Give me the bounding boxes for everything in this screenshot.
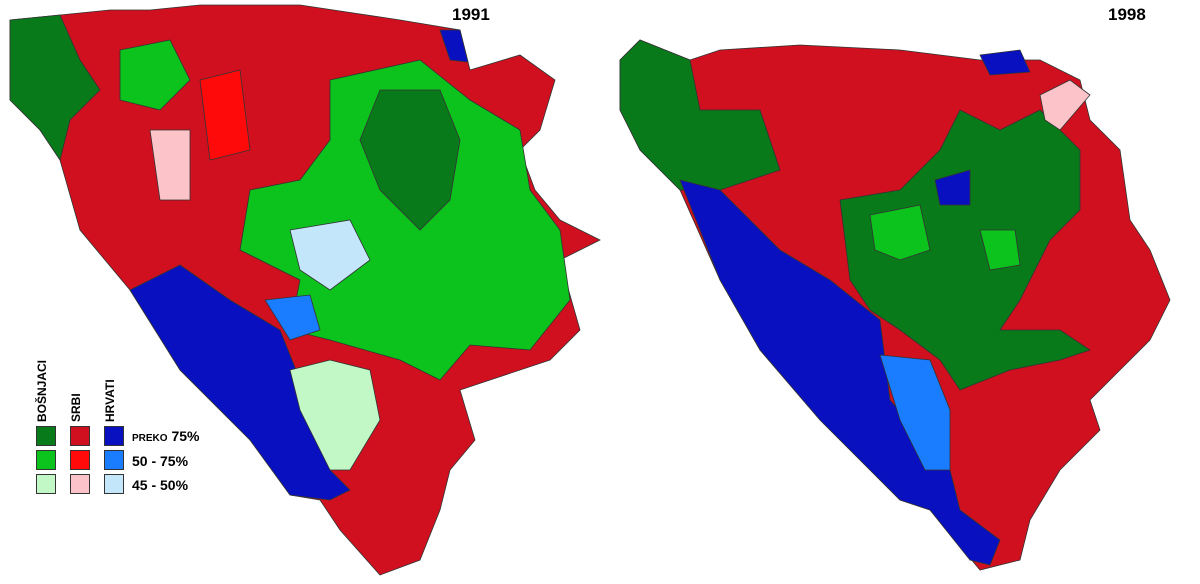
region-bosniak-50-75 — [119, 39, 191, 111]
legend-swatch-serb-over75 — [70, 426, 90, 446]
region-bosniak-50-75-central — [239, 59, 571, 381]
map-year-1998: 1998 — [1108, 5, 1146, 24]
legend-swatch-bosniak-over75 — [36, 426, 56, 446]
legend-swatch-croat-over75 — [104, 426, 124, 446]
region-bosniak-over75-nw — [9, 14, 101, 161]
map-1991 — [9, 4, 601, 576]
legend-row-45-50: 45 - 50% — [132, 477, 189, 493]
legend-header-serbs: SRBI — [69, 393, 83, 422]
region-croat-over75-n — [439, 29, 469, 63]
region-bosniak-45-50 — [289, 359, 381, 471]
region-serb-50-75 — [199, 69, 251, 161]
region-bosniak-over75-nw — [619, 39, 781, 191]
legend-row-50-75: 50 - 75% — [132, 453, 189, 469]
legend-swatch-bosniak-50-75 — [36, 450, 56, 470]
region-croat-over75-n — [979, 49, 1031, 76]
region-bosniak-50-75-sarajevo — [979, 229, 1021, 271]
legend-swatch-croat-45-50 — [104, 474, 124, 494]
legend-row-over75: PREKO 75% — [132, 428, 199, 444]
legend-header-croats: HRVATI — [103, 379, 117, 422]
region-serb-45-50 — [149, 129, 191, 201]
legend-swatch-bosniak-45-50 — [36, 474, 56, 494]
legend-swatch-croat-50-75 — [104, 450, 124, 470]
map-1998 — [619, 39, 1171, 571]
region-bosniak-over75-central — [359, 89, 461, 231]
region-croat-over75-central — [934, 169, 971, 206]
region-croat-50-75 — [879, 354, 951, 471]
legend-header-bosniaks: BOŠNJACI — [35, 359, 49, 422]
region-croat-50-75 — [264, 294, 321, 341]
region-bosniak-over75-central — [839, 109, 1091, 391]
legend-row-prefix: PREKO — [132, 433, 168, 444]
legend-swatch-serb-45-50 — [70, 474, 90, 494]
legend-swatch-serb-50-75 — [70, 450, 90, 470]
region-croat-45-50 — [289, 219, 371, 291]
legend-row-value: 75% — [171, 428, 200, 444]
region-serb-45-50 — [1039, 79, 1091, 131]
region-bosniak-50-75 — [869, 204, 931, 261]
region-croat-over75-sw — [679, 179, 1001, 566]
map-year-1991: 1991 — [452, 5, 490, 24]
